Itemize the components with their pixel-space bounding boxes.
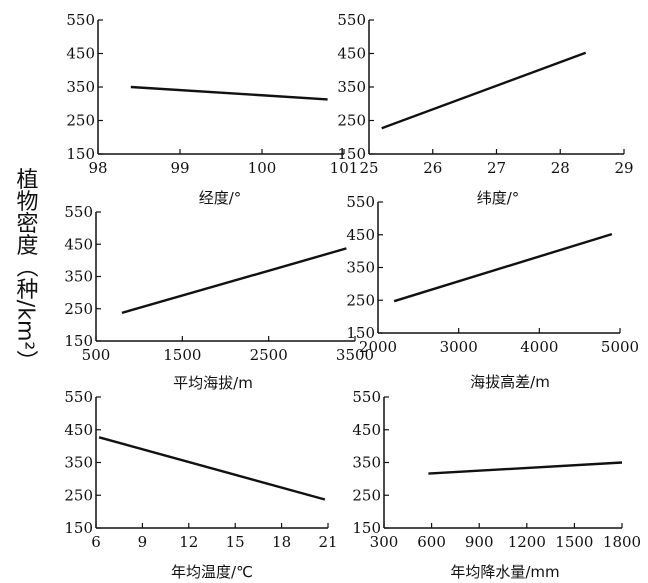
x-axis-label: 经度/°	[199, 189, 242, 207]
x-tick-label: 101	[330, 159, 359, 177]
panel-1: 150 250 350 450 550 98 99 100 101 经度/°	[66, 11, 358, 207]
x-tick-label: 21	[318, 533, 337, 551]
y-tick-label: 250	[352, 486, 381, 504]
panel-2: 150 250 350 450 550 25 26 27 28 29 纬度/°	[337, 11, 633, 207]
x-axis-label: 平均海拔/m	[173, 374, 253, 392]
x-tick-label: 1500	[163, 346, 201, 364]
trend-line	[381, 51, 587, 130]
y-tick-label: 550	[346, 193, 375, 211]
y-tick-label: 550	[66, 11, 95, 29]
x-tick-label: 500	[82, 346, 111, 364]
x-tick-label: 99	[170, 159, 189, 177]
y-tick-label: 450	[64, 235, 93, 253]
x-tick-label: 98	[88, 159, 107, 177]
x-tick-label: 28	[551, 159, 570, 177]
y-tick-label: 150	[352, 519, 381, 537]
x-tick-label: 2500	[250, 346, 288, 364]
x-tick-label: 3000	[440, 338, 478, 356]
x-axis-label: 年均温度/℃	[171, 563, 253, 581]
y-tick-label: 250	[346, 291, 375, 309]
x-tick-label: 3500	[336, 346, 374, 364]
x-tick-label: 1500	[555, 533, 593, 551]
x-tick-label: 5000	[601, 338, 639, 356]
trend-line	[130, 85, 328, 101]
y-tick-label: 550	[337, 11, 366, 29]
y-tick-label: 250	[66, 112, 95, 130]
panel-3: 150 250 350 450 550 500 1500 2500 3500 平均海拔/m	[64, 203, 374, 392]
y-tick-label: 450	[337, 45, 366, 63]
x-tick-label: 18	[272, 533, 291, 551]
y-tick-label: 250	[64, 486, 93, 504]
trend-line	[428, 461, 623, 475]
x-tick-label: 29	[614, 159, 633, 177]
y-tick-label: 350	[64, 268, 93, 286]
panel-5: 150 250 350 450 550 6 9 12 15 18 21 年均温度/℃	[64, 388, 337, 581]
y-tick-label: 550	[64, 203, 93, 221]
x-tick-label: 4000	[520, 338, 558, 356]
y-tick-label: 550	[64, 388, 93, 406]
y-tick-label: 150	[66, 145, 95, 163]
x-tick-label: 300	[370, 533, 399, 551]
y-tick-label: 250	[337, 112, 366, 130]
x-tick-label: 26	[423, 159, 442, 177]
y-tick-label: 150	[346, 324, 375, 342]
trend-line	[98, 436, 326, 501]
x-tick-label: 1200	[508, 533, 546, 551]
y-tick-label: 550	[352, 388, 381, 406]
x-tick-label: 9	[138, 533, 148, 551]
x-tick-label: 100	[248, 159, 277, 177]
y-tick-label: 150	[64, 519, 93, 537]
y-tick-label: 450	[64, 421, 93, 439]
y-tick-label: 350	[64, 454, 93, 472]
y-tick-label: 250	[64, 300, 93, 318]
y-tick-label: 350	[346, 259, 375, 277]
y-tick-label: 150	[64, 332, 93, 350]
x-axis-label: 年均降水量/mm	[450, 563, 559, 581]
y-tick-label: 150	[337, 145, 366, 163]
x-tick-label: 12	[179, 533, 198, 551]
y-axis-label: 植物密度（种/km²）	[13, 168, 39, 372]
x-tick-label: 6	[91, 533, 101, 551]
x-tick-label: 600	[417, 533, 446, 551]
y-tick-label: 350	[337, 78, 366, 96]
trend-line	[393, 232, 613, 303]
y-tick-label: 450	[352, 421, 381, 439]
x-tick-label: 2000	[359, 338, 397, 356]
x-axis-label: 纬度/°	[477, 189, 520, 207]
x-tick-label: 25	[359, 159, 378, 177]
x-tick-label: 900	[465, 533, 494, 551]
panel-6: 150 250 350 450 550 300 600 900 1200 1500 1800 年均降水…	[352, 388, 641, 581]
y-tick-label: 450	[66, 45, 95, 63]
x-axis-label: 海拔高差/m	[470, 373, 550, 391]
x-tick-label: 15	[226, 533, 245, 551]
x-tick-label: 27	[487, 159, 506, 177]
x-tick-label: 1800	[603, 533, 641, 551]
panel-4: 150 250 350 450 550 2000 3000 4000 5000 海拔高差/m	[346, 193, 639, 391]
y-tick-label: 350	[352, 454, 381, 472]
trend-line	[121, 247, 347, 315]
y-tick-label: 450	[346, 226, 375, 244]
y-tick-label: 350	[66, 78, 95, 96]
